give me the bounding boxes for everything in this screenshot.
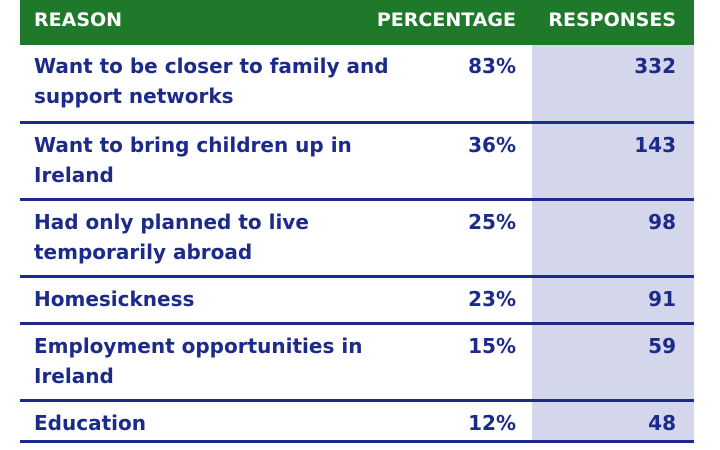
table-row: Had only planned to live temporarily abr… xyxy=(20,201,694,275)
header-reason: REASON xyxy=(34,9,123,31)
reason-cell: Education xyxy=(34,411,146,435)
percentage-cell: 15% xyxy=(468,334,516,358)
percentage-cell: 12% xyxy=(468,411,516,435)
row-divider xyxy=(20,198,694,201)
responses-cell: 143 xyxy=(634,133,676,157)
row-divider xyxy=(20,440,694,443)
row-divider xyxy=(20,322,694,325)
responses-cell: 91 xyxy=(648,287,676,311)
reasons-table: REASON PERCENTAGE RESPONSES Want to be c… xyxy=(20,0,694,450)
header-percentage: PERCENTAGE xyxy=(376,9,516,31)
row-divider xyxy=(20,275,694,278)
responses-cell: 59 xyxy=(648,334,676,358)
reason-cell: Employment opportunities in Ireland xyxy=(34,334,363,388)
header-responses: RESPONSES xyxy=(548,9,676,31)
percentage-cell: 23% xyxy=(468,287,516,311)
responses-cell: 332 xyxy=(634,54,676,78)
reason-cell: Homesickness xyxy=(34,287,195,311)
table-row: Want to bring children up in Ireland 36%… xyxy=(20,124,694,198)
row-divider xyxy=(20,121,694,124)
responses-cell: 98 xyxy=(648,210,676,234)
reason-cell: Want to bring children up in Ireland xyxy=(34,133,352,187)
responses-cell: 48 xyxy=(648,411,676,435)
percentage-cell: 25% xyxy=(468,210,516,234)
table-header: REASON PERCENTAGE RESPONSES xyxy=(20,0,694,45)
table-row: Education 12% 48 xyxy=(20,402,694,440)
percentage-cell: 83% xyxy=(468,54,516,78)
reason-cell: Want to be closer to family and support … xyxy=(34,54,389,108)
table-row: Employment opportunities in Ireland 15% … xyxy=(20,325,694,399)
responses-column-shading xyxy=(532,45,694,440)
table-row: Want to be closer to family and support … xyxy=(20,45,694,121)
percentage-cell: 36% xyxy=(468,133,516,157)
table-row: Homesickness 23% 91 xyxy=(20,278,694,322)
reason-cell: Had only planned to live temporarily abr… xyxy=(34,210,309,264)
row-divider xyxy=(20,399,694,402)
